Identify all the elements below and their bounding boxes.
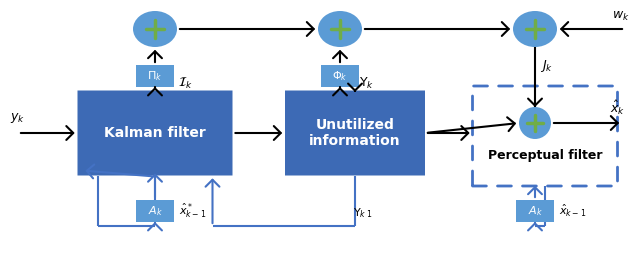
Text: $\hat{x}_k$: $\hat{x}_k$: [610, 99, 625, 117]
Ellipse shape: [318, 11, 362, 47]
Text: $A_k$: $A_k$: [148, 204, 163, 218]
FancyBboxPatch shape: [285, 91, 425, 176]
FancyBboxPatch shape: [136, 200, 174, 222]
Text: Unutilized
information: Unutilized information: [309, 118, 401, 148]
FancyBboxPatch shape: [77, 91, 232, 176]
Text: $w_k$: $w_k$: [612, 10, 630, 23]
Text: Perceptual filter: Perceptual filter: [488, 150, 602, 163]
Text: $y_k$: $y_k$: [10, 111, 25, 125]
Circle shape: [519, 107, 551, 139]
Ellipse shape: [513, 11, 557, 47]
FancyBboxPatch shape: [136, 65, 174, 87]
FancyBboxPatch shape: [516, 200, 554, 222]
Text: $\Phi_k$: $\Phi_k$: [332, 69, 348, 83]
Text: Kalman filter: Kalman filter: [104, 126, 206, 140]
Text: $\Upsilon_k$: $\Upsilon_k$: [359, 76, 374, 91]
Text: $\Pi_k$: $\Pi_k$: [147, 69, 163, 83]
Text: $\Upsilon_{k\ 1}$: $\Upsilon_{k\ 1}$: [353, 206, 373, 220]
Text: $J_k$: $J_k$: [540, 58, 553, 74]
Text: $\hat{x}_{k-1}$: $\hat{x}_{k-1}$: [559, 203, 586, 219]
Text: $A_k$: $A_k$: [527, 204, 543, 218]
Text: $\hat{x}^*_{k-1}$: $\hat{x}^*_{k-1}$: [179, 202, 206, 221]
FancyBboxPatch shape: [321, 65, 359, 87]
Ellipse shape: [133, 11, 177, 47]
Text: $\mathcal{I}_k$: $\mathcal{I}_k$: [178, 76, 193, 91]
